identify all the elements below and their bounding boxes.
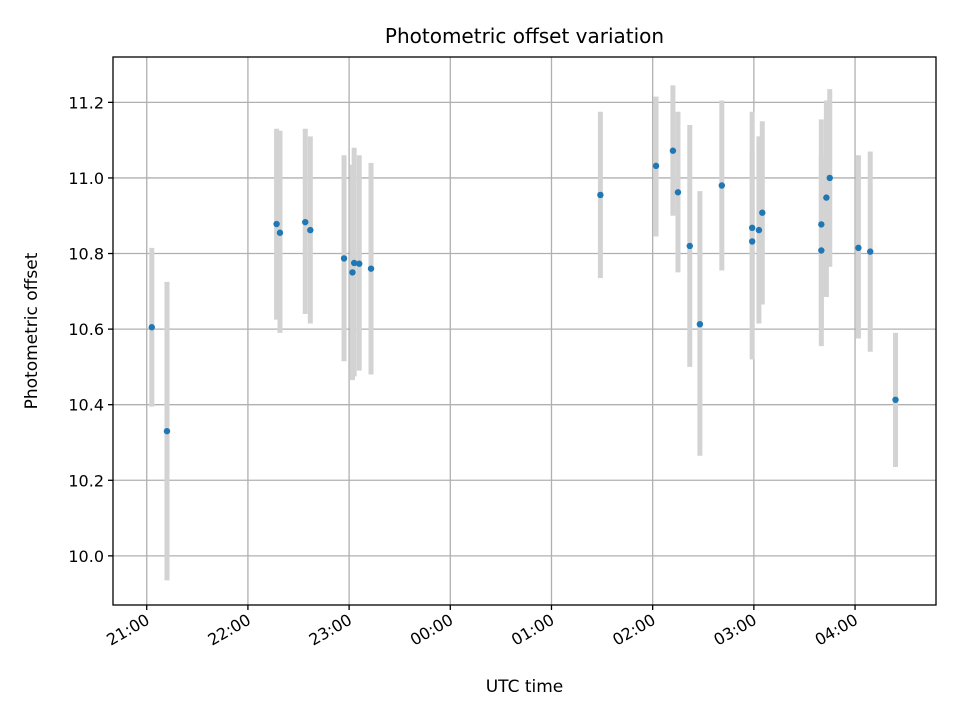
data-point [276, 229, 284, 236]
data-point [349, 269, 356, 276]
data-point [748, 238, 756, 245]
data-point [696, 320, 704, 328]
data-point [356, 260, 363, 267]
y-tick-label: 10.6 [68, 320, 104, 339]
x-tick-label: 00:00 [407, 610, 456, 650]
data-point [759, 209, 766, 216]
grid-lines [113, 57, 936, 605]
data-point [855, 244, 862, 252]
y-tick-label: 10.2 [68, 471, 104, 490]
data-points [148, 147, 899, 435]
data-point [718, 182, 726, 189]
x-tick-label: 02:00 [609, 610, 658, 650]
y-axis-label: Photometric offset [22, 252, 42, 409]
x-tick-label: 21:00 [103, 610, 152, 650]
data-point [748, 224, 756, 232]
data-point [818, 221, 825, 228]
data-point [302, 218, 309, 226]
error-bars [149, 85, 899, 581]
data-point [350, 259, 358, 267]
y-tick-label: 11.0 [68, 169, 104, 188]
chart-title: Photometric offset variation [385, 24, 664, 48]
data-point [669, 147, 677, 154]
x-tick-label: 23:00 [306, 610, 355, 650]
data-point [597, 191, 604, 199]
data-point [273, 220, 280, 228]
x-axis-label: UTC time [486, 677, 564, 697]
y-tick-label: 10.8 [68, 245, 104, 264]
y-tick-label: 10.0 [68, 547, 104, 566]
data-point [686, 242, 693, 250]
data-point [674, 189, 682, 196]
data-point [652, 162, 660, 170]
y-tick-label: 11.2 [68, 93, 104, 112]
data-point [148, 324, 155, 331]
data-point [367, 265, 375, 272]
plot-frame [112, 56, 937, 606]
data-point [818, 247, 825, 254]
data-point [826, 174, 833, 182]
y-tick-label: 10.4 [68, 396, 104, 415]
data-point [307, 226, 314, 234]
axis-ticks: 21:00 22:00 23:00 00:00 01:00 02:00 03:00 04:00… [68, 93, 861, 649]
x-tick-label: 22:00 [204, 610, 253, 650]
data-point [340, 255, 348, 262]
x-tick-label: 04:00 [812, 610, 861, 650]
x-tick-label: 03:00 [710, 610, 759, 650]
x-tick-label: 01:00 [508, 610, 557, 650]
data-point [823, 194, 830, 201]
data-point [755, 226, 763, 234]
data-point [867, 248, 874, 255]
data-point [163, 427, 171, 435]
data-point [892, 396, 899, 403]
